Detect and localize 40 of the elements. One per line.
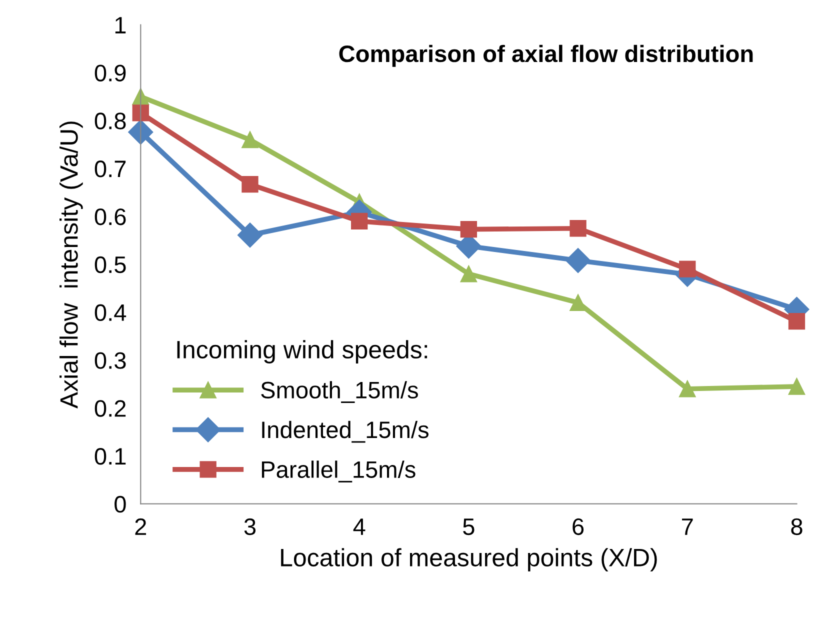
x-tick-label: 8 bbox=[791, 518, 802, 536]
x-tick-label: 6 bbox=[572, 518, 584, 536]
point bbox=[570, 294, 586, 311]
y-tick-label: 0.7 bbox=[94, 160, 126, 178]
y-tick-label: 0.2 bbox=[94, 400, 126, 417]
y-tick-label: 1 bbox=[115, 17, 126, 34]
x-tick-label: 7 bbox=[682, 518, 693, 535]
x-tick-label: 2 bbox=[135, 518, 146, 535]
y-tick-label: 0.8 bbox=[94, 112, 126, 130]
y-tick-label: 0.9 bbox=[94, 64, 126, 82]
point bbox=[570, 220, 586, 237]
y-tick-label: 0.5 bbox=[94, 256, 126, 274]
point bbox=[788, 378, 806, 395]
legend-label: Indented_15m/s bbox=[262, 420, 429, 443]
point bbox=[460, 266, 478, 282]
point bbox=[566, 248, 591, 273]
point bbox=[679, 380, 696, 398]
y-tick-label: 0.1 bbox=[94, 448, 126, 465]
y-tick-label: 0 bbox=[114, 496, 126, 513]
legend-label: Smooth_15m/s bbox=[261, 381, 418, 403]
x-axis-title: Location of measured points (X/D) bbox=[281, 548, 657, 572]
legend-title: Incoming wind speeds: bbox=[177, 340, 428, 364]
y-axis-title: Axial flow intensity (Va/U) bbox=[60, 122, 83, 409]
point bbox=[351, 212, 368, 230]
text: Comparison of axial flow distribution bbox=[339, 44, 753, 67]
point bbox=[128, 120, 154, 145]
point bbox=[679, 260, 696, 278]
point bbox=[242, 176, 258, 193]
point bbox=[238, 222, 262, 248]
y-tick-label: 0.6 bbox=[94, 208, 126, 226]
y-tick-label: 0.3 bbox=[94, 352, 126, 369]
point bbox=[132, 104, 149, 122]
point bbox=[788, 312, 806, 330]
x-tick-label: 5 bbox=[463, 518, 474, 536]
x-tick-label: 3 bbox=[244, 518, 256, 536]
point bbox=[242, 131, 258, 148]
point bbox=[460, 221, 478, 238]
x-tick-label: 4 bbox=[353, 518, 366, 535]
legend-label: Parallel_15m/s bbox=[262, 460, 416, 482]
y-tick-label: 0.4 bbox=[94, 304, 126, 322]
